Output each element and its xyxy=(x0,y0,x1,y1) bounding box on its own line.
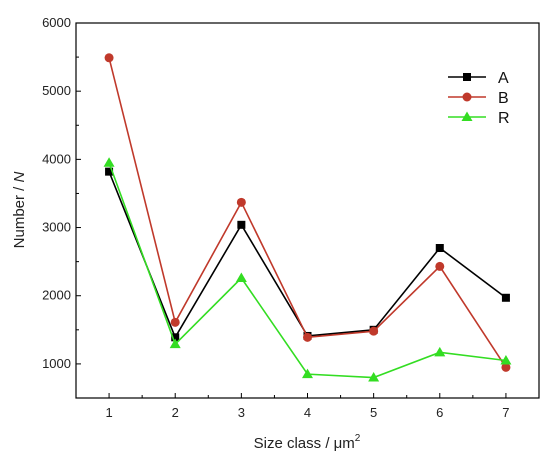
series-b-point xyxy=(170,317,180,327)
series-b-point xyxy=(236,197,246,207)
series-r-point xyxy=(169,338,181,349)
x-tick-label: 3 xyxy=(238,405,245,420)
series-b-point xyxy=(303,332,312,342)
axis-ticks: 1000 2000 3000 4000 5000 6000 1 2 3 4 5 6 7 xyxy=(42,15,540,420)
series-a-line xyxy=(108,171,507,340)
series-a-point xyxy=(435,244,444,252)
y-tick-label: 3000 xyxy=(42,220,71,235)
series-a-point xyxy=(105,167,114,176)
legend-label: A xyxy=(498,70,509,87)
legend: ABR xyxy=(448,70,510,127)
x-axis-title: Size class / μm2 xyxy=(254,433,361,452)
y-axis-title-main: Number / xyxy=(11,182,28,248)
legend-swatch-marker xyxy=(463,73,471,81)
series-a-point xyxy=(237,220,246,229)
x-tick-label: 1 xyxy=(105,405,112,420)
x-axis-title-sup: 2 xyxy=(355,433,361,444)
series-r-point xyxy=(434,346,446,357)
series-r-line xyxy=(108,162,507,379)
series-a-point xyxy=(171,333,180,342)
legend-swatch-marker xyxy=(461,111,473,121)
y-tick-label: 2000 xyxy=(42,288,71,303)
x-tick-label: 5 xyxy=(370,405,377,420)
series-r xyxy=(103,157,512,382)
y-tick-label: 4000 xyxy=(42,151,71,166)
series-b-point xyxy=(369,326,379,336)
x-tick-label: 4 xyxy=(304,405,311,420)
series-b-point xyxy=(501,362,511,372)
x-tick-label: 7 xyxy=(502,405,509,420)
x-axis-title-unit: μm xyxy=(334,435,355,452)
legend-swatch-marker xyxy=(462,92,472,102)
series-group xyxy=(103,53,512,382)
series-b xyxy=(104,53,511,372)
y-tick-label: 5000 xyxy=(42,83,71,98)
series-a xyxy=(105,167,510,342)
series-r-point xyxy=(302,368,313,379)
legend-item-a: A xyxy=(448,70,509,87)
x-axis-title-main: Size class / xyxy=(254,435,334,452)
legend-label: R xyxy=(498,110,510,127)
y-tick-label: 1000 xyxy=(42,356,71,371)
legend-item-r: R xyxy=(448,110,510,127)
series-a-point xyxy=(501,293,510,302)
legend-item-b: B xyxy=(448,90,509,107)
y-tick-label: 6000 xyxy=(42,15,71,30)
series-r-point xyxy=(500,355,512,365)
series-r-point xyxy=(235,272,247,282)
y-axis-title: Number / N xyxy=(11,171,28,248)
series-r-point xyxy=(103,157,115,167)
series-b-point xyxy=(104,53,114,63)
series-r-point xyxy=(368,372,380,382)
x-tick-label: 2 xyxy=(172,405,179,420)
x-tick-label: 6 xyxy=(436,405,443,420)
y-axis-title-var: N xyxy=(11,171,28,182)
legend-label: B xyxy=(498,90,509,107)
series-b-point xyxy=(435,261,445,271)
